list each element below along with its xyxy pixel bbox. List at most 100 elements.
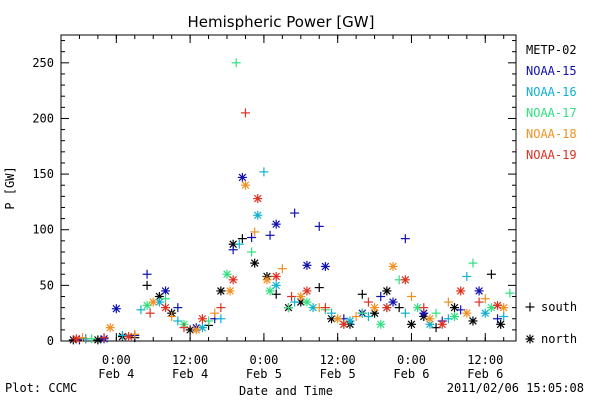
north-point xyxy=(225,286,235,296)
south-point xyxy=(259,167,269,177)
north-point xyxy=(320,261,330,271)
y-tick-label: 50 xyxy=(40,278,54,292)
south-point xyxy=(228,245,238,255)
marker-key: south north xyxy=(525,300,577,346)
marker-key-label: south xyxy=(541,300,577,314)
south-point xyxy=(216,314,226,324)
north-point xyxy=(93,335,103,345)
south-point xyxy=(167,312,177,322)
north-point xyxy=(265,286,275,296)
south-point xyxy=(87,334,97,344)
footer-timestamp: 2011/02/06 15:05:08 xyxy=(446,381,584,395)
south-point xyxy=(406,291,416,301)
north-point xyxy=(450,303,460,313)
north-point xyxy=(462,308,472,318)
south-point xyxy=(173,303,183,313)
north-point xyxy=(271,280,281,290)
north-point xyxy=(345,316,355,326)
south-point xyxy=(499,312,509,322)
plot-frame xyxy=(60,34,517,342)
legend-entry: METP-02 xyxy=(526,43,577,57)
north-point xyxy=(425,314,435,324)
north-point xyxy=(400,275,410,285)
north-point xyxy=(124,332,134,342)
data-points xyxy=(68,58,515,345)
south-point xyxy=(431,308,441,318)
north-point xyxy=(302,286,312,296)
south-point xyxy=(216,303,226,313)
south-point xyxy=(250,227,260,237)
marker-key-symbol xyxy=(525,302,535,312)
south-point xyxy=(493,314,503,324)
north-point xyxy=(250,258,260,268)
legend-entry: NOAA-18 xyxy=(526,127,577,141)
marker-key-symbol xyxy=(525,334,535,344)
footer-source: Plot: CCMC xyxy=(5,381,78,395)
south-point xyxy=(130,329,140,339)
south-point xyxy=(290,208,300,218)
south-point xyxy=(210,308,220,318)
north-point xyxy=(406,319,416,329)
x-tick-time-label: 0:00 xyxy=(249,353,278,367)
south-point xyxy=(320,303,330,313)
south-point xyxy=(480,294,490,304)
north-point xyxy=(302,297,312,307)
y-tick-label: 200 xyxy=(32,111,54,125)
x-tick-date-label: Feb 6 xyxy=(393,367,429,381)
south-point xyxy=(136,305,146,315)
south-point xyxy=(161,294,171,304)
x-tick-date-label: Feb 5 xyxy=(320,367,356,381)
south-point xyxy=(117,330,127,340)
north-point xyxy=(493,300,503,310)
south-point xyxy=(400,234,410,244)
south-point xyxy=(179,323,189,333)
south-point xyxy=(247,247,257,257)
series-legend: METP-02 NOAA-15 NOAA-16 NOAA-17 NOAA-18 NOAA-… xyxy=(526,43,577,162)
north-point xyxy=(370,303,380,313)
south-point xyxy=(505,288,515,298)
north-point xyxy=(161,303,171,313)
north-point xyxy=(333,314,343,324)
y-tick-label: 100 xyxy=(32,223,54,237)
south-point xyxy=(376,291,386,301)
north-point xyxy=(376,319,386,329)
legend-entry: NOAA-17 xyxy=(526,106,577,120)
south-point xyxy=(247,233,257,243)
south-point xyxy=(142,269,152,279)
north-point xyxy=(222,269,232,279)
south-point xyxy=(237,234,247,244)
x-tick-time-label: 0:00 xyxy=(102,353,131,367)
south-point xyxy=(265,230,275,240)
south-point xyxy=(357,289,367,299)
x-tick-time-label: 0:00 xyxy=(397,353,426,367)
north-point xyxy=(388,261,398,271)
y-tick-label: 0 xyxy=(47,334,54,348)
north-point xyxy=(148,297,158,307)
y-tick-label: 250 xyxy=(32,56,54,70)
north-point xyxy=(468,316,478,326)
north-point xyxy=(496,319,506,329)
south-point xyxy=(78,333,88,343)
north-point xyxy=(339,319,349,329)
north-point xyxy=(142,300,152,310)
south-point xyxy=(142,280,152,290)
south-point xyxy=(231,58,241,68)
north-point xyxy=(388,297,398,307)
north-point xyxy=(105,323,115,333)
south-point xyxy=(462,271,472,281)
x-tick-time-label: 12:00 xyxy=(467,353,503,367)
legend-entry: NOAA-19 xyxy=(526,148,577,162)
south-point xyxy=(363,312,373,322)
south-point xyxy=(419,303,429,313)
north-point xyxy=(437,319,447,329)
legend-entry: NOAA-15 xyxy=(526,64,577,78)
north-point xyxy=(382,286,392,296)
south-point xyxy=(277,264,287,274)
north-point xyxy=(480,308,490,318)
north-point xyxy=(216,286,226,296)
south-point xyxy=(234,239,244,249)
x-axis-label: Date and Time xyxy=(239,384,333,398)
north-point xyxy=(240,180,250,190)
north-point xyxy=(253,194,263,204)
